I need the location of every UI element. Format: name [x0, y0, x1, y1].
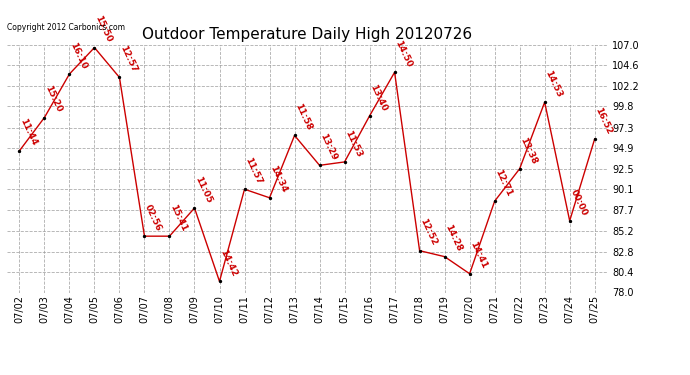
Text: 14:42: 14:42 [218, 248, 239, 278]
Text: 11:05: 11:05 [193, 175, 213, 205]
Text: 13:29: 13:29 [318, 132, 339, 162]
Text: 12:52: 12:52 [418, 217, 439, 247]
Text: 16:10: 16:10 [68, 41, 88, 70]
Text: 11:58: 11:58 [293, 102, 313, 132]
Text: 14:28: 14:28 [444, 224, 464, 253]
Point [489, 198, 500, 204]
Title: Outdoor Temperature Daily High 20120726: Outdoor Temperature Daily High 20120726 [142, 27, 472, 42]
Text: 13:38: 13:38 [518, 136, 539, 165]
Point [414, 248, 425, 254]
Text: 00:00: 00:00 [569, 188, 589, 218]
Point [239, 186, 250, 192]
Text: 13:40: 13:40 [368, 82, 388, 112]
Point [139, 233, 150, 239]
Point [314, 162, 325, 168]
Point [564, 218, 575, 224]
Point [64, 71, 75, 77]
Point [189, 205, 200, 211]
Point [89, 45, 100, 51]
Text: 11:53: 11:53 [344, 129, 364, 159]
Point [14, 148, 25, 154]
Text: 11:44: 11:44 [18, 117, 39, 147]
Point [464, 271, 475, 277]
Text: 02:56: 02:56 [144, 203, 164, 233]
Text: 14:34: 14:34 [268, 164, 288, 194]
Point [164, 233, 175, 239]
Point [364, 113, 375, 119]
Text: 15:41: 15:41 [168, 203, 188, 233]
Text: 14:50: 14:50 [393, 39, 413, 69]
Text: 15:50: 15:50 [93, 15, 113, 44]
Point [539, 99, 550, 105]
Point [39, 114, 50, 120]
Text: 12:57: 12:57 [118, 44, 139, 74]
Text: 15:20: 15:20 [43, 84, 63, 114]
Text: 12:71: 12:71 [493, 168, 513, 198]
Text: 16:52: 16:52 [593, 106, 613, 135]
Point [589, 136, 600, 142]
Text: 14:53: 14:53 [544, 69, 564, 99]
Point [214, 278, 225, 284]
Point [389, 69, 400, 75]
Point [264, 195, 275, 201]
Text: Temperature (°F): Temperature (°F) [493, 36, 594, 46]
Text: 14:41: 14:41 [469, 240, 489, 270]
Point [114, 74, 125, 80]
Point [439, 254, 450, 260]
Point [514, 166, 525, 172]
Text: Copyright 2012 Carbonics.com: Copyright 2012 Carbonics.com [7, 23, 125, 32]
Point [289, 132, 300, 138]
Text: 11:57: 11:57 [244, 156, 264, 186]
Point [339, 159, 350, 165]
